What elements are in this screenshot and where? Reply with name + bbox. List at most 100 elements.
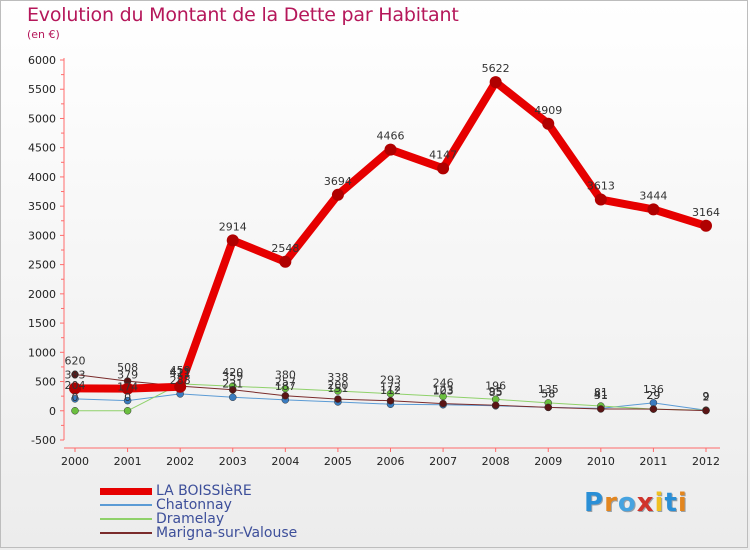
data-label: 29 — [646, 389, 660, 402]
data-point — [384, 143, 397, 156]
data-label: 0 — [72, 391, 79, 404]
data-label: 3694 — [324, 175, 352, 188]
y-tick-label: 5500 — [28, 83, 56, 96]
data-label: 172 — [380, 381, 401, 394]
x-tick-label: 2005 — [324, 455, 352, 468]
legend-swatch — [100, 504, 152, 506]
y-tick-label: 4500 — [28, 142, 56, 155]
data-label: 85 — [489, 386, 503, 399]
data-label: 196 — [485, 379, 506, 392]
logo-letter: o — [617, 488, 637, 518]
data-label: 0 — [124, 391, 131, 404]
data-label: 359 — [222, 370, 243, 383]
data-label: 112 — [380, 384, 401, 397]
data-point — [649, 405, 658, 413]
y-tick-label: 3000 — [28, 229, 56, 242]
y-tick-label: 5000 — [28, 112, 56, 125]
data-point — [491, 401, 500, 409]
data-label: 200 — [327, 379, 348, 392]
y-unit-label: (en €) — [27, 28, 60, 41]
data-label: 380 — [275, 369, 296, 382]
data-label: 620 — [65, 355, 86, 368]
legend-swatch — [100, 518, 152, 520]
logo-letter: x — [636, 488, 655, 518]
data-label: 2914 — [219, 220, 247, 233]
y-tick-label: -500 — [31, 434, 56, 447]
legend-label: Dramelay — [156, 511, 225, 527]
y-tick-label: 0 — [49, 405, 56, 418]
data-point — [437, 162, 450, 175]
data-label: 58 — [541, 387, 555, 400]
data-point — [702, 406, 710, 415]
legend-item: Dramelay — [100, 512, 297, 526]
data-point — [281, 391, 290, 400]
data-point — [334, 387, 342, 395]
legend-item: LA BOISSIèRE — [100, 484, 297, 498]
data-label: 31 — [594, 389, 608, 402]
legend-item: Marigna-sur-Valouse — [100, 526, 297, 540]
data-label: 187 — [275, 380, 296, 393]
data-point — [226, 234, 239, 247]
data-label: 3164 — [692, 206, 720, 219]
data-point — [69, 382, 81, 395]
legend-item: Chatonnay — [100, 498, 297, 512]
legend-label: Marigna-sur-Valouse — [156, 525, 298, 541]
x-tick-label: 2004 — [271, 455, 299, 468]
data-label: 508 — [117, 361, 138, 374]
legend-label: LA BOISSIèRE — [156, 483, 252, 499]
data-label: 231 — [222, 377, 243, 390]
logo-letter: i — [677, 488, 688, 518]
data-point — [700, 219, 712, 232]
data-point — [229, 386, 237, 394]
x-tick-label: 2012 — [692, 455, 720, 468]
data-point — [647, 203, 660, 216]
data-label: 379 — [117, 369, 138, 382]
data-label: 2 — [703, 391, 710, 404]
data-label: 293 — [380, 374, 401, 387]
data-label: 421 — [170, 366, 191, 379]
data-label: 3613 — [587, 180, 615, 193]
proxiti-logo: Proxiti — [584, 488, 688, 518]
data-label: 4909 — [534, 104, 562, 117]
x-tick-label: 2007 — [429, 455, 457, 468]
data-label: 4466 — [377, 130, 405, 143]
data-point — [331, 188, 344, 201]
data-label: 103 — [433, 385, 454, 398]
data-point — [594, 193, 607, 206]
y-tick-label: 1500 — [28, 317, 56, 330]
data-point — [386, 396, 395, 405]
x-tick-label: 2010 — [587, 455, 615, 468]
data-point — [123, 407, 132, 415]
data-label: 81 — [594, 386, 608, 399]
legend-label: Chatonnay — [156, 497, 232, 513]
series-line — [74, 78, 708, 393]
legend-swatch — [100, 532, 152, 534]
y-tick-label: 500 — [35, 376, 56, 389]
y-tick-label: 3500 — [28, 200, 56, 213]
data-point — [71, 407, 79, 415]
data-label: 135 — [538, 383, 559, 396]
data-label: 459 — [170, 364, 191, 377]
y-tick-label: 2500 — [28, 259, 56, 272]
x-tick-label: 2009 — [534, 455, 562, 468]
data-point — [71, 395, 79, 403]
data-point — [597, 405, 605, 413]
data-label: 411 — [170, 367, 191, 380]
data-point — [279, 255, 292, 268]
y-tick-label: 1000 — [28, 346, 56, 359]
data-label: 204 — [65, 379, 86, 392]
data-label: 246 — [433, 376, 454, 389]
data-label: 383 — [65, 368, 86, 381]
data-label: 338 — [327, 371, 348, 384]
data-label: 29 — [646, 389, 660, 402]
data-label: 420 — [222, 366, 243, 379]
legend: LA BOISSIèRE Chatonnay Dramelay Marigna-sur… — [100, 484, 297, 540]
data-label: 9 — [703, 390, 710, 403]
data-point — [489, 76, 502, 89]
x-tick-label: 2003 — [219, 455, 247, 468]
data-label: 95 — [489, 385, 503, 398]
x-tick-label: 2008 — [482, 455, 510, 468]
data-point — [174, 380, 187, 393]
logo-letter: t — [664, 488, 678, 518]
data-label: 58 — [541, 387, 555, 400]
